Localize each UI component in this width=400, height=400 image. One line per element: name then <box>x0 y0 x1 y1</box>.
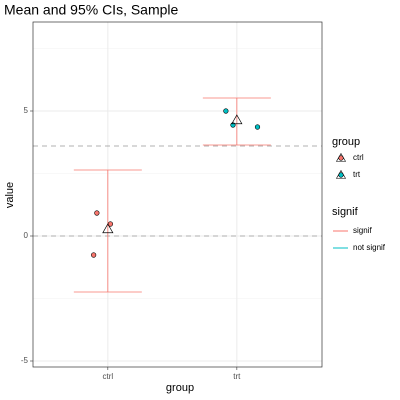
y-tick-label: 0 <box>24 231 29 240</box>
legend-label: signif <box>353 226 372 235</box>
point <box>223 108 229 114</box>
legend-label: not signif <box>353 243 386 252</box>
point <box>230 122 236 128</box>
x-tick-label: trt <box>233 372 241 381</box>
x-axis-label: group <box>166 382 194 394</box>
panel-border <box>32 21 323 368</box>
legend-label: trt <box>353 170 361 179</box>
x-tick-label: ctrl <box>102 372 113 381</box>
y-tick-label: 5 <box>24 106 29 115</box>
point <box>94 210 100 216</box>
legend-title: group <box>332 136 360 148</box>
legend-label: ctrl <box>353 153 364 162</box>
y-tick-label: -5 <box>21 356 29 365</box>
chart-title: Mean and 95% CIs, Sample <box>4 2 179 18</box>
mean-marker <box>231 114 243 125</box>
legend-key <box>335 152 347 162</box>
panel <box>33 22 322 367</box>
legend-title: signif <box>332 206 359 218</box>
y-axis-label: value <box>4 182 16 208</box>
point <box>254 124 261 130</box>
legend-key <box>335 169 347 179</box>
mean-marker <box>102 223 114 234</box>
point <box>91 252 97 258</box>
